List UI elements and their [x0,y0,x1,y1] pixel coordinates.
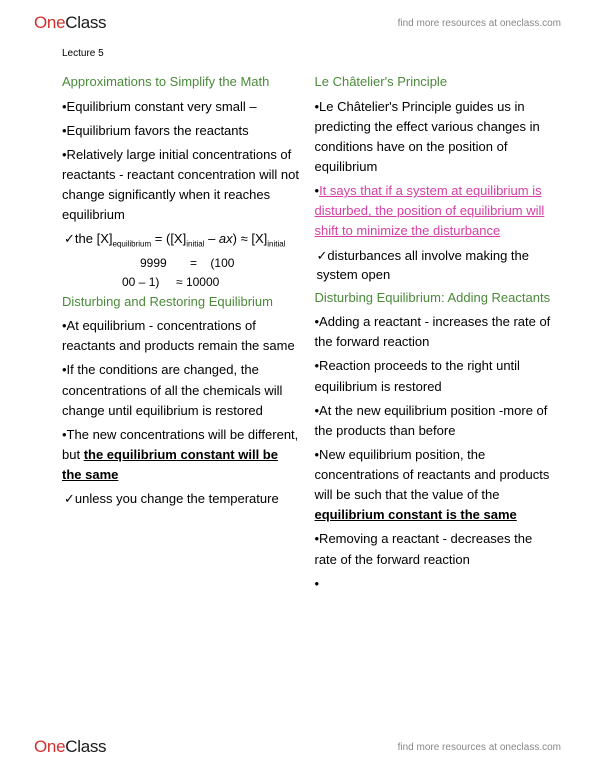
bullet-frag-pink: It says that if a system at equilibrium … [315,183,545,238]
equation-line: 00 – 1) ≈ 10000 [62,274,301,291]
bullet-text: •At the new equilibrium position -more o… [315,401,554,441]
bullet-text: •It says that if a system at equilibrium… [315,181,554,241]
eq-frag: 00 – 1) [122,275,159,289]
section-title: Le Châtelier's Principle [315,73,554,91]
bullet-frag-emph: equilibrium constant is the same [315,507,517,522]
resources-link-bottom[interactable]: find more resources at oneclass.com [398,742,561,753]
bullet-text: •Le Châtelier's Principle guides us in p… [315,97,554,178]
brand-logo: OneClass [34,737,106,757]
eq-frag: 9999 [140,256,167,270]
check-text: ✓unless you change the temperature [62,489,301,509]
bullet-text: •Relatively large initial concentrations… [62,145,301,226]
bullet-text: •Equilibrium favors the reactants [62,121,301,141]
page-content: Lecture 5 Approximations to Simplify the… [62,48,553,726]
section-title: Disturbing Equilibrium: Adding Reactants [315,289,554,307]
bullet-text: •Removing a reactant - decreases the rat… [315,529,554,569]
lecture-label: Lecture 5 [62,48,553,59]
bullet-text: • [315,574,554,594]
section-title: Disturbing and Restoring Equilibrium [62,293,301,311]
subscript: initial [186,240,204,249]
brand-logo: OneClass [34,13,106,33]
bullet-frag: •New equilibrium position, the concentra… [315,447,550,502]
brand-part2: Class [65,13,106,32]
two-columns: Approximations to Simplify the Math •Equ… [62,73,553,598]
check-frag: ✓the [X] [64,231,112,246]
left-column: Approximations to Simplify the Math •Equ… [62,73,301,598]
check-frag: = ([X] [151,231,186,246]
check-text: ✓disturbances all involve making the sys… [315,246,554,285]
bullet-text: •Adding a reactant - increases the rate … [315,312,554,352]
check-frag: ) ≈ [X] [233,231,268,246]
resources-link-top[interactable]: find more resources at oneclass.com [398,18,561,29]
page-footer: OneClass find more resources at oneclass… [0,732,595,762]
bullet-frag-emph: the equilibrium constant will be the sam… [62,447,278,482]
brand-part2: Class [65,737,106,756]
bullet-text: •At equilibrium - concentrations of reac… [62,316,301,356]
check-frag-italic: ax [219,231,233,246]
eq-frag: ≈ 10000 [176,275,219,289]
eq-frag: (100 [210,256,234,270]
section-title: Approximations to Simplify the Math [62,73,301,91]
brand-part1: One [34,13,65,32]
bullet-text: •New equilibrium position, the concentra… [315,445,554,526]
bullet-text: •If the conditions are changed, the conc… [62,360,301,420]
eq-frag: = [190,256,197,270]
equation-line: 9999 = (100 [62,255,301,272]
subscript: equilibrium [112,240,151,249]
bullet-text: •Reaction proceeds to the right until eq… [315,356,554,396]
page-header: OneClass find more resources at oneclass… [0,8,595,38]
bullet-text: •The new concentrations will be differen… [62,425,301,485]
check-text: ✓the [X]equilibrium = ([X]initial – ax) … [62,229,301,251]
subscript: initial [267,240,285,249]
brand-part1: One [34,737,65,756]
check-frag: – [204,231,218,246]
bullet-text: •Equilibrium constant very small – [62,97,301,117]
right-column: Le Châtelier's Principle •Le Châtelier's… [315,73,554,598]
